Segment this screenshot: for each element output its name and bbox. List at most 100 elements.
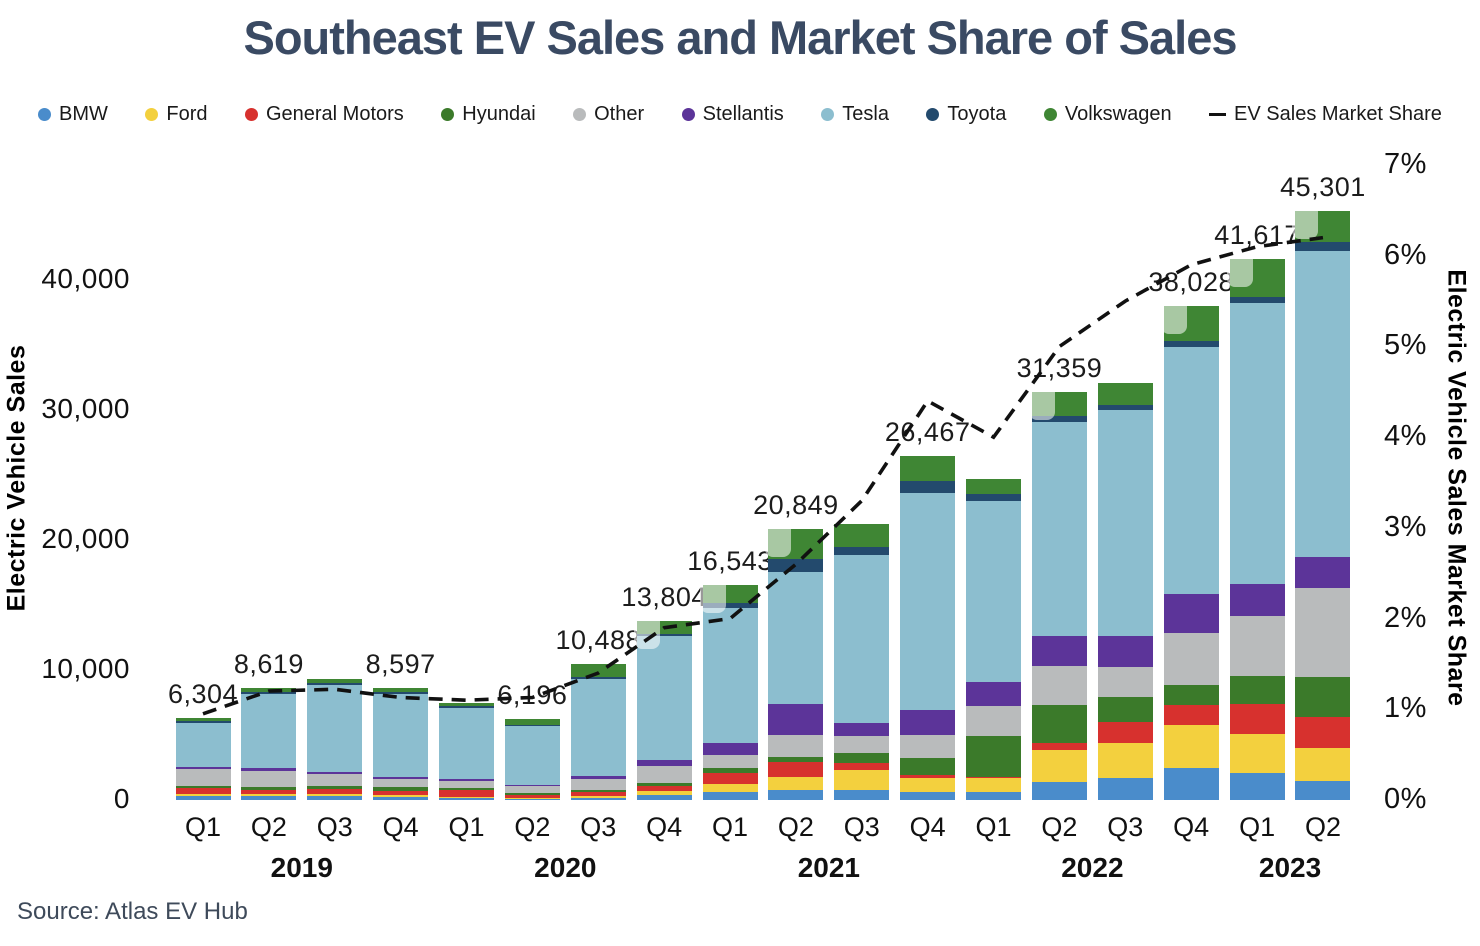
left-axis-tick: 20,000 (41, 523, 130, 554)
bmw-segment (900, 791, 956, 800)
bmw-segment (1295, 781, 1351, 800)
stellantis-segment (1295, 556, 1351, 588)
volkswagen-segment (439, 702, 495, 707)
legend-label: Hyundai (462, 103, 536, 125)
bar-q3-6 (570, 663, 626, 800)
bar-total-label: 10,488 (555, 624, 642, 655)
right-axis-tick: 3% (1384, 510, 1427, 543)
tesla-segment (570, 678, 626, 777)
other-segment (504, 786, 560, 793)
year-label: 2019 (270, 852, 333, 883)
dash-line-icon (1209, 113, 1227, 116)
right-axis-tick: 2% (1384, 601, 1427, 634)
plot-area: 6,304 8,619 8,597 6,196 10,488 13,804 16,543 20… (150, 165, 1365, 800)
tesla-segment (834, 555, 890, 724)
tesla-segment (439, 707, 495, 780)
stellantis-segment (702, 743, 758, 756)
stellantis-segment (241, 768, 297, 772)
bmw-segment (1163, 768, 1219, 800)
general-motors-segment (1295, 716, 1351, 748)
general-motors-segment (307, 788, 363, 795)
volkswagen-segment (1097, 383, 1153, 406)
ford-legend-dot-icon (145, 108, 159, 121)
quarter-label: Q1 (712, 812, 749, 842)
hyundai-segment (702, 768, 758, 774)
stellantis-segment (570, 776, 626, 779)
stellantis-segment (307, 771, 363, 775)
bar-q4-3 (373, 688, 429, 800)
toyota-segment (439, 706, 495, 708)
tesla-segment (1229, 303, 1285, 584)
general-motors-segment (834, 762, 890, 771)
bmw-segment (702, 791, 758, 800)
bar-total-label: 20,849 (753, 489, 839, 520)
general-motors-segment (1097, 721, 1153, 743)
tesla-segment (1097, 410, 1153, 637)
other-segment (1163, 632, 1219, 686)
bmw-segment (1031, 781, 1087, 800)
other-segment (1097, 667, 1153, 697)
bmw-segment (1097, 778, 1153, 800)
toyota-segment (1163, 340, 1219, 347)
hyundai-segment (966, 735, 1022, 778)
bar-q4-15 (1163, 305, 1219, 800)
tesla-segment (1295, 251, 1351, 557)
hyundai-segment (1229, 675, 1285, 704)
bar-q3-2 (307, 679, 363, 800)
bar-total-label: 31,359 (1016, 353, 1103, 384)
hyundai-segment (439, 787, 495, 791)
bmw-segment (439, 797, 495, 800)
other-segment (768, 735, 824, 757)
toyota-segment (636, 633, 692, 636)
stellantis-segment (504, 784, 560, 787)
bar-total-label: 16,543 (687, 545, 773, 576)
right-axis-tick: 5% (1384, 329, 1427, 362)
bmw-segment (636, 795, 692, 800)
general-motors-segment (439, 790, 495, 797)
quarter-label: Q4 (1173, 812, 1210, 842)
volkswagen-segment (570, 663, 626, 678)
tesla-segment (1163, 346, 1219, 594)
ford-segment (1163, 725, 1219, 769)
other-segment (966, 705, 1022, 736)
toyota-segment (570, 677, 626, 679)
right-axis-tick: 0% (1384, 783, 1427, 815)
bar-q2-1 (241, 687, 297, 800)
ford-segment (768, 776, 824, 790)
ford-segment (570, 796, 626, 799)
hyundai-legend-dot-icon (441, 108, 455, 121)
other-segment (702, 755, 758, 769)
volkswagen-segment (900, 455, 956, 481)
year-label: 2023 (1258, 852, 1322, 883)
hyundai-segment (636, 782, 692, 786)
stellantis-segment (1031, 636, 1087, 666)
toyota-segment (307, 683, 363, 685)
tesla-segment (636, 635, 692, 761)
quarter-label: Q3 (843, 812, 880, 842)
toyota-segment (1229, 296, 1285, 304)
general-motors-segment (1229, 703, 1285, 735)
tesla-segment (900, 492, 956, 711)
tesla-segment (504, 726, 560, 785)
bmw-segment (241, 795, 297, 800)
legend-item-toyota: Toyota (926, 103, 1006, 126)
legend-label: Stellantis (702, 103, 784, 125)
left-axis-tick: 40,000 (41, 263, 130, 294)
general-motors-segment (1031, 742, 1087, 751)
bmw-segment (834, 790, 890, 800)
year-label: 2021 (797, 852, 861, 883)
label-callout-box (765, 510, 792, 557)
ford-segment (702, 784, 758, 792)
general-motors-segment (900, 774, 956, 779)
right-axis-tick: 4% (1384, 420, 1427, 453)
hyundai-segment (504, 792, 560, 795)
bmw-legend-dot-icon (38, 108, 51, 121)
ford-segment (373, 794, 429, 797)
general-motors-segment (966, 777, 1022, 779)
toyota-segment (702, 602, 758, 608)
left-axis-tick: 30,000 (41, 393, 130, 424)
bar-q3-10 (834, 523, 890, 800)
stellantis-segment (175, 767, 231, 770)
bar-total-label: 8,597 (365, 649, 436, 680)
quarter-label: Q1 (448, 812, 485, 842)
